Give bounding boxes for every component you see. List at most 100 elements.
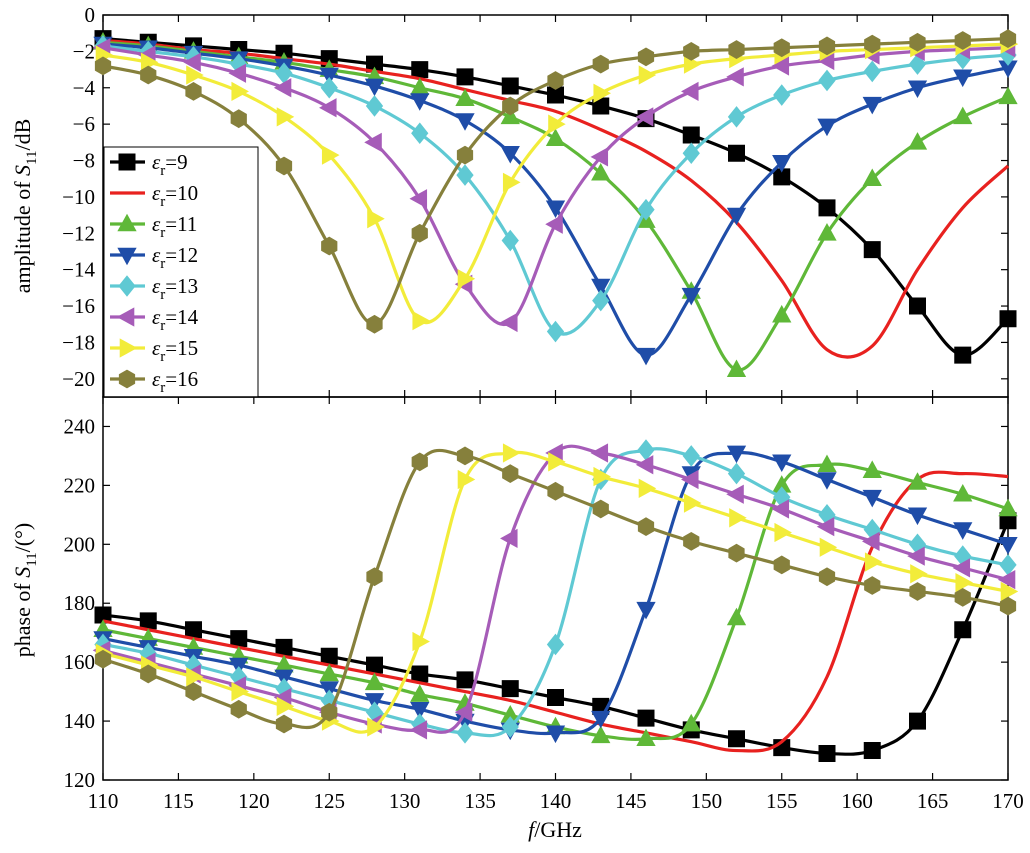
phase-point-er-11 bbox=[364, 672, 385, 691]
phase-point-er-16 bbox=[999, 596, 1017, 616]
phase-point-er-12 bbox=[998, 537, 1018, 555]
amplitude-point-er-14 bbox=[500, 312, 518, 333]
amplitude-point-er-11 bbox=[772, 304, 792, 323]
amplitude-point-er-14 bbox=[590, 147, 609, 167]
amplitude-point-er-13 bbox=[501, 229, 519, 252]
phase-point-er-9 bbox=[863, 742, 881, 760]
x-tick-labels: 110 115 120 125 130 135 140 145 150 155 160 165 170 bbox=[88, 789, 1024, 813]
phase-point-er-9 bbox=[411, 665, 429, 683]
amplitude-point-er-13 bbox=[320, 76, 338, 99]
phase-series-er-15 bbox=[95, 443, 1019, 737]
amplitude-point-er-13 bbox=[818, 69, 836, 92]
amplitude-y-tick-label: −6 bbox=[73, 112, 95, 136]
legend-marker bbox=[118, 369, 136, 389]
amplitude-point-er-11 bbox=[862, 168, 882, 187]
x-tick-label: 130 bbox=[389, 789, 421, 813]
amplitude-point-er-12 bbox=[364, 78, 385, 97]
phase-point-er-16 bbox=[411, 452, 428, 472]
amplitude-y-tick-label: −4 bbox=[73, 76, 96, 100]
amplitude-point-er-14 bbox=[183, 52, 201, 72]
phase-point-er-12 bbox=[817, 472, 837, 490]
amplitude-point-er-16 bbox=[275, 156, 293, 176]
legend-label: εr=15 bbox=[152, 336, 198, 365]
phase-line-er-11 bbox=[102, 462, 1009, 741]
legend-item-er-16: εr=16 bbox=[110, 367, 198, 396]
phase-y-axis-title: phase of S11/(°) bbox=[10, 523, 40, 657]
legend-label: εr=11 bbox=[152, 212, 197, 241]
legend-marker bbox=[119, 338, 138, 358]
phase-point-er-12 bbox=[953, 522, 973, 540]
phase-point-er-15 bbox=[910, 564, 928, 584]
legend-label: εr=10 bbox=[152, 181, 198, 210]
amplitude-point-er-16 bbox=[547, 71, 564, 90]
amplitude-series-er-12 bbox=[93, 36, 1018, 366]
phase-point-er-14 bbox=[726, 484, 744, 504]
amplitude-line-er-14 bbox=[102, 46, 1009, 327]
phase-point-er-15 bbox=[729, 508, 747, 528]
phase-point-er-16 bbox=[456, 446, 474, 466]
phase-point-er-14 bbox=[816, 516, 835, 537]
amplitude-point-er-16 bbox=[502, 96, 519, 116]
phase-point-er-14 bbox=[771, 499, 790, 519]
amplitude-point-er-14 bbox=[681, 81, 699, 102]
amplitude-point-er-16 bbox=[909, 32, 926, 52]
amplitude-y-tick-label: −2 bbox=[73, 39, 95, 63]
x-tick-label: 155 bbox=[766, 789, 798, 813]
amplitude-y-tick-labels: 0 −2 −4 −6 −8 −10 −12 −14 −16 −18 −20 bbox=[62, 3, 95, 391]
amplitude-point-er-13 bbox=[365, 95, 384, 117]
phase-point-er-16 bbox=[321, 702, 338, 722]
legend-marker bbox=[117, 213, 137, 232]
phase-line-er-16 bbox=[102, 448, 1009, 730]
phase-point-er-12 bbox=[636, 601, 656, 620]
amplitude-point-er-11 bbox=[455, 88, 475, 106]
phase-point-er-14 bbox=[907, 546, 925, 566]
amplitude-point-er-9 bbox=[682, 126, 700, 144]
phase-point-er-16 bbox=[547, 481, 564, 501]
phase-point-er-15 bbox=[638, 478, 657, 498]
phase-point-er-9 bbox=[501, 680, 519, 698]
x-tick-label: 115 bbox=[163, 789, 194, 813]
amplitude-point-er-9 bbox=[909, 297, 926, 315]
phase-y-tick-label: 200 bbox=[64, 532, 96, 556]
amplitude-point-er-13 bbox=[727, 106, 746, 128]
phase-point-er-11 bbox=[591, 725, 611, 744]
phase-point-er-16 bbox=[592, 499, 609, 519]
phase-point-er-14 bbox=[997, 570, 1016, 590]
amplitude-point-er-13 bbox=[546, 320, 565, 343]
phase-point-er-16 bbox=[637, 517, 655, 537]
phase-point-er-16 bbox=[864, 576, 881, 595]
legend-item-er-9: εr=9 bbox=[110, 150, 188, 179]
phase-point-er-16 bbox=[230, 699, 247, 719]
amplitude-point-er-9 bbox=[728, 144, 745, 162]
amplitude-point-er-13 bbox=[456, 164, 474, 186]
phase-point-er-9 bbox=[456, 671, 474, 689]
phase-point-er-11 bbox=[681, 713, 701, 732]
phase-point-er-11 bbox=[953, 483, 973, 502]
amplitude-point-er-13 bbox=[637, 198, 655, 221]
legend-marker bbox=[117, 247, 137, 266]
amplitude-point-er-12 bbox=[319, 67, 339, 86]
x-tick-label: 170 bbox=[992, 789, 1024, 813]
phase-y-tick-labels: 120 140 160 180 200 220 240 bbox=[64, 414, 96, 792]
amplitude-point-er-16 bbox=[683, 42, 700, 61]
phase-point-er-15 bbox=[819, 537, 838, 557]
phase-point-er-9 bbox=[139, 612, 157, 630]
amplitude-point-er-12 bbox=[500, 145, 520, 164]
phase-series-er-14 bbox=[92, 443, 1016, 740]
phase-point-er-16 bbox=[728, 543, 745, 563]
amplitude-point-er-9 bbox=[592, 97, 610, 115]
x-tick-label: 140 bbox=[540, 789, 572, 813]
phase-point-er-12 bbox=[726, 445, 747, 464]
amplitude-point-er-11 bbox=[953, 106, 973, 125]
amplitude-series-group bbox=[92, 29, 1019, 378]
x-axis-title: f/GHz bbox=[528, 817, 582, 842]
legend-item-er-11: εr=11 bbox=[110, 212, 197, 241]
amplitude-line-er-12 bbox=[102, 42, 1009, 357]
phase-point-er-15 bbox=[548, 452, 566, 472]
amplitude-y-tick-label: 0 bbox=[85, 3, 96, 27]
amplitude-y-tick-label: −20 bbox=[62, 367, 95, 391]
amplitude-point-er-16 bbox=[456, 145, 474, 165]
amplitude-point-er-12 bbox=[591, 278, 611, 297]
phase-point-er-16 bbox=[366, 567, 383, 587]
